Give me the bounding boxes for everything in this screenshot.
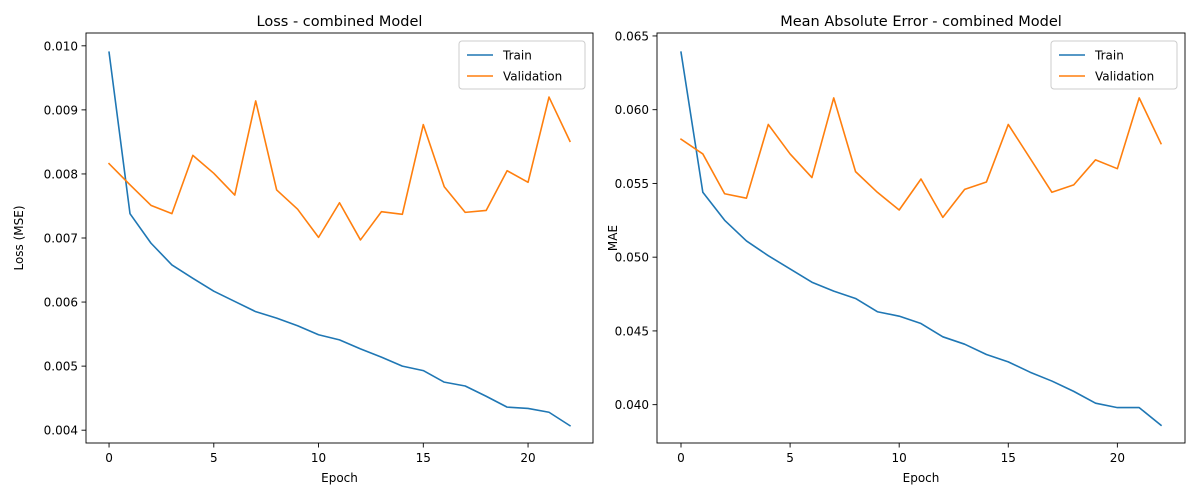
mae-y-tick-label: 0.065	[615, 29, 649, 43]
loss-x-tick-label: 5	[210, 451, 218, 465]
loss-legend: Train Validation	[458, 40, 586, 90]
mae-x-tick-label: 0	[677, 451, 685, 465]
mae-series-validation-line	[679, 97, 1163, 219]
mae-x-tick-label: 15	[1001, 451, 1016, 465]
loss-legend-train-label: Train	[502, 49, 532, 63]
loss-y-tick-label: 0.010	[44, 39, 78, 53]
mae-legend-train-label: Train	[1094, 49, 1124, 63]
loss-y-axis-label: Loss (MSE)	[12, 205, 26, 270]
loss-x-axis-label: Epoch	[321, 471, 358, 485]
mae-series-train-line	[680, 51, 1163, 427]
loss-series-train-line	[108, 51, 572, 427]
mae-x-axis-label: Epoch	[903, 471, 940, 485]
loss-x-tick-label: 10	[311, 451, 326, 465]
loss-plot-frame	[85, 32, 594, 444]
mae-x-tick-label: 5	[786, 451, 794, 465]
mae-legend-box	[1050, 40, 1178, 90]
mae-chart-title: Mean Absolute Error - combined Model	[780, 14, 1062, 30]
loss-x-tick-label: 15	[416, 451, 431, 465]
mae-chart: Mean Absolute Error - combined Model 0 5 10…	[606, 14, 1186, 485]
mae-y-tick-label: 0.055	[615, 177, 649, 191]
loss-x-tick-label: 0	[105, 451, 113, 465]
loss-x-tick-label: 20	[520, 451, 535, 465]
mae-y-axis-label: MAE	[606, 225, 620, 251]
loss-chart: Loss - combined Model 0 5 10 15 20 0.004 0.005 0…	[12, 14, 594, 485]
loss-legend-validation-label: Validation	[503, 70, 562, 84]
mae-y-tick-label: 0.040	[615, 398, 649, 412]
mae-legend-validation-label: Validation	[1095, 70, 1154, 84]
loss-y-tick-label: 0.008	[44, 167, 78, 181]
loss-y-tick-label: 0.009	[44, 103, 78, 117]
loss-y-tick-label: 0.004	[44, 424, 78, 438]
mae-y-tick-label: 0.050	[615, 251, 649, 265]
mae-x-tick-label: 20	[1110, 451, 1125, 465]
mae-legend: Train Validation	[1050, 40, 1178, 90]
loss-chart-title: Loss - combined Model	[257, 14, 423, 30]
mae-y-tick-label: 0.045	[615, 324, 649, 338]
loss-y-tick-label: 0.006	[44, 296, 78, 310]
loss-series-validation-line	[107, 96, 572, 241]
loss-y-tick-label: 0.005	[44, 360, 78, 374]
mae-y-tick-label: 0.060	[615, 103, 649, 117]
mae-plot-frame	[656, 32, 1186, 444]
mae-x-tick-label: 10	[892, 451, 907, 465]
loss-y-tick-label: 0.007	[44, 232, 78, 246]
loss-legend-box	[458, 40, 586, 90]
